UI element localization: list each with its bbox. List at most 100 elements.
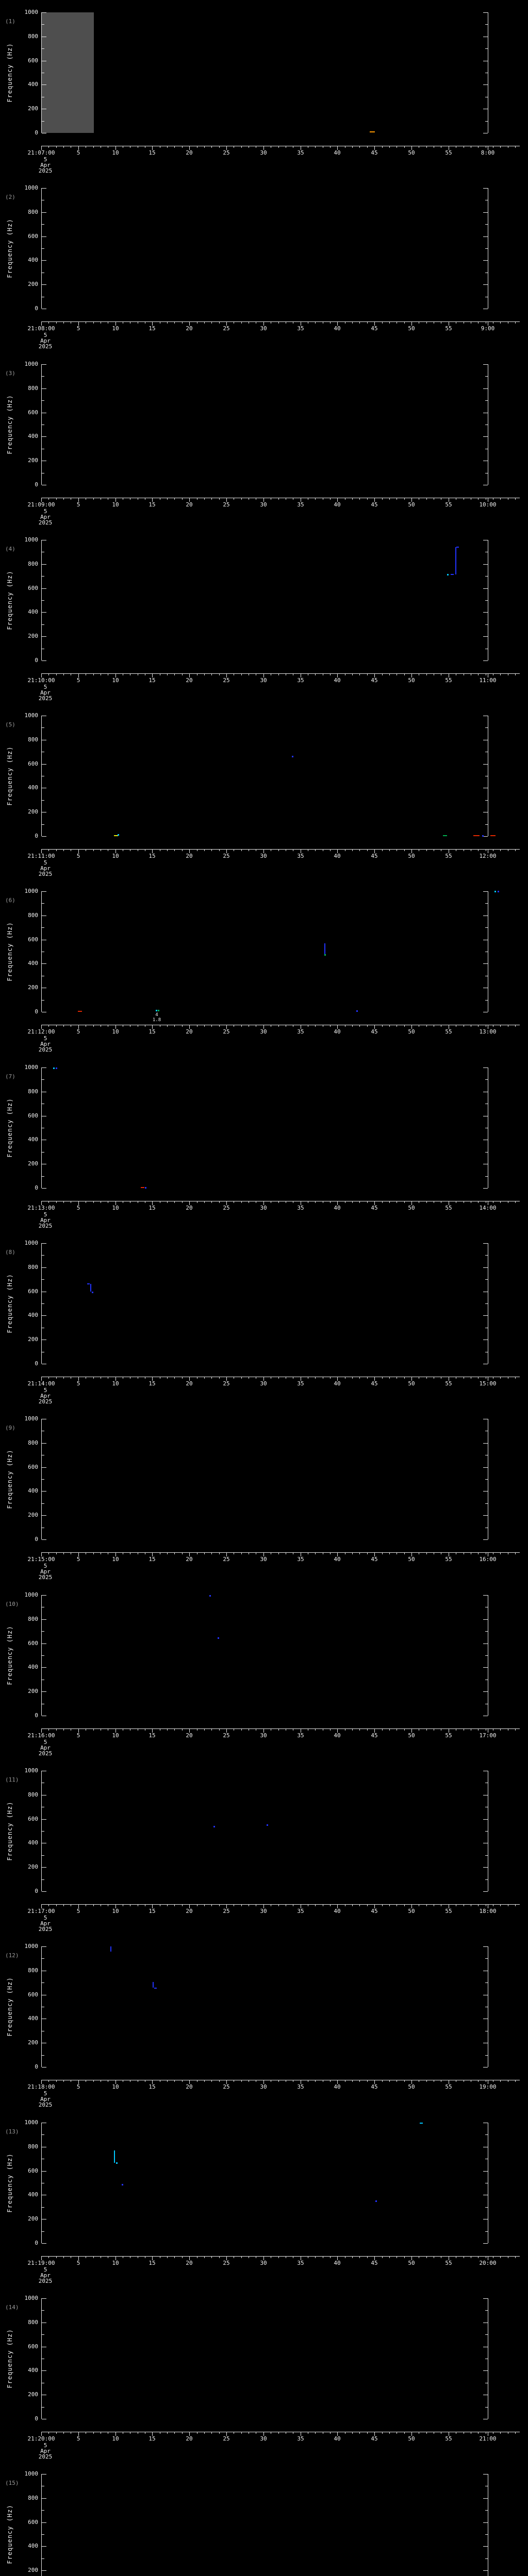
y-tick-label: 200 [28, 1336, 38, 1343]
x-tick-label: 25 [223, 1205, 230, 1211]
x-tick-label: 15 [148, 1908, 156, 1914]
y-tick [485, 576, 488, 577]
x-tick [359, 673, 360, 675]
x-tick [226, 1552, 227, 1556]
x-tick [352, 1728, 353, 1731]
x-tick [189, 673, 190, 677]
y-tick-label: 400 [28, 608, 38, 615]
y-tick-label: 0 [35, 2063, 38, 2070]
x-tick [78, 2432, 79, 2436]
y-tick-label: 800 [28, 1439, 38, 1446]
x-tick-label: 10 [112, 1028, 119, 1035]
x-tick [211, 673, 212, 675]
x-tick [152, 498, 153, 502]
x-tick-label: 10 [112, 2083, 119, 2090]
y-tick [483, 1539, 488, 1540]
y-tick [42, 248, 44, 249]
y-tick-label: 600 [28, 585, 38, 591]
y-axis-title: Frequency (Hz) [6, 43, 13, 103]
y-tick-label: 0 [35, 1888, 38, 1894]
x-tick [219, 1201, 220, 1203]
x-tick-label: 25 [223, 325, 230, 332]
y-tick-label: 1000 [24, 1415, 39, 1422]
x-tick-label: 10 [112, 501, 119, 508]
y-tick [42, 236, 46, 237]
x-tick-label: 50 [408, 149, 415, 156]
x-tick-label: 30 [260, 2435, 267, 2442]
x-tick-label: 50 [408, 1028, 415, 1035]
x-tick-label: 25 [223, 149, 230, 156]
y-tick-label: 400 [28, 1839, 38, 1846]
x-tick [78, 849, 79, 853]
end-time-label: 11:00 [479, 677, 497, 684]
y-tick [485, 624, 488, 625]
x-tick-label: 25 [223, 2435, 230, 2442]
x-tick [241, 1201, 242, 1203]
x-tick-label: 45 [371, 325, 378, 332]
x-tick [211, 1377, 212, 1379]
start-time-label: 21:10:00 [27, 677, 55, 684]
spectrogram-panel: (6) Frequency (Hz) 1000 800 600 400 200 0 5 10 15 2… [0, 879, 528, 1055]
x-tick [404, 2256, 405, 2258]
x-tick [182, 2256, 183, 2258]
y-tick [485, 376, 488, 377]
x-tick-label: 55 [445, 1908, 452, 1914]
event-dash [78, 1011, 82, 1012]
x-tick-label: 45 [371, 1028, 378, 1035]
x-tick [93, 849, 94, 851]
x-tick [404, 2080, 405, 2082]
x-tick [241, 673, 242, 675]
x-tick [382, 1377, 383, 1379]
x-tick [189, 498, 190, 502]
x-tick [359, 849, 360, 851]
event-dot [56, 1067, 57, 1069]
y-tick [483, 1443, 488, 1444]
x-tick [174, 1904, 175, 1906]
x-tick-label: 15 [148, 325, 156, 332]
date-label: Apr [40, 689, 51, 696]
x-tick [78, 321, 79, 326]
x-tick [78, 1728, 79, 1733]
y-tick [42, 2334, 44, 2335]
x-tick [515, 1904, 516, 1906]
x-tick-label: 30 [260, 1556, 267, 1563]
event-vline [455, 547, 456, 574]
x-tick [367, 1377, 368, 1379]
y-tick [485, 2134, 488, 2135]
y-tick [42, 1643, 46, 1644]
x-tick [226, 321, 227, 326]
x-tick [182, 1552, 183, 1554]
y-axis-title: Frequency (Hz) [6, 1274, 13, 1333]
event-dash [456, 547, 459, 548]
x-tick [241, 849, 242, 851]
x-tick [63, 1904, 64, 1906]
x-tick-label: 40 [334, 2083, 341, 2090]
x-tick [204, 1377, 205, 1379]
y-tick [42, 260, 46, 261]
x-tick-label: 10 [112, 677, 119, 684]
y-tick [42, 1267, 46, 1268]
date-label: 2025 [38, 1926, 53, 1933]
event-vline [153, 1982, 154, 1988]
x-tick [241, 1904, 242, 1906]
x-tick-label: 55 [445, 853, 452, 859]
y-tick [42, 2370, 46, 2371]
x-tick-label: 50 [408, 1380, 415, 1387]
y-tick [483, 764, 488, 765]
x-tick [41, 498, 42, 502]
spectrogram-panel: (2) Frequency (Hz) 1000 800 600 400 200 0 5 10 15 2… [0, 176, 528, 352]
y-tick-label: 0 [35, 2240, 38, 2246]
x-tick [56, 1377, 57, 1379]
y-tick [42, 224, 44, 225]
y-tick [42, 1667, 46, 1668]
x-tick [389, 2080, 390, 2082]
x-tick [48, 321, 49, 324]
x-tick-label: 20 [186, 1205, 193, 1211]
x-tick-label: 20 [186, 1556, 193, 1563]
x-tick [167, 1904, 168, 1906]
x-tick [382, 146, 383, 148]
x-tick-label: 15 [148, 149, 156, 156]
x-tick [500, 2080, 501, 2082]
x-tick [337, 1377, 338, 1381]
x-tick-label: 5 [76, 2435, 80, 2442]
